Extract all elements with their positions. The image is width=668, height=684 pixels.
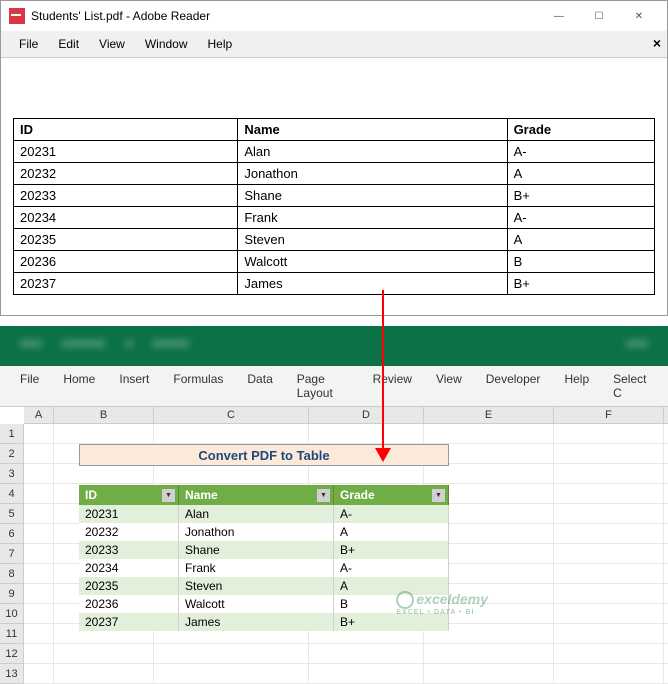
tab-review[interactable]: Review xyxy=(361,366,424,406)
row-header[interactable]: 5 xyxy=(0,504,24,524)
table-row[interactable]: 20232JonathonA xyxy=(79,523,449,541)
pdf-col-name: Name xyxy=(238,119,507,141)
pdf-table-header-row: ID Name Grade xyxy=(14,119,655,141)
adobe-menubar: File Edit View Window Help × xyxy=(1,31,667,58)
tab-select[interactable]: Select C xyxy=(601,366,660,406)
menu-window[interactable]: Window xyxy=(135,33,198,55)
row-header[interactable]: 9 xyxy=(0,584,24,604)
menu-help[interactable]: Help xyxy=(198,33,243,55)
table-row: 20232JonathonA xyxy=(14,163,655,185)
minimize-button[interactable]: — xyxy=(539,2,579,30)
tab-view[interactable]: View xyxy=(424,366,474,406)
col-header[interactable]: D xyxy=(309,407,424,423)
document-close-icon[interactable]: × xyxy=(653,35,661,51)
filter-icon[interactable]: ▼ xyxy=(317,489,330,502)
window-controls: — ☐ ✕ xyxy=(539,2,659,30)
table-row: 20237JamesB+ xyxy=(14,273,655,295)
row-header[interactable]: 4 xyxy=(0,484,24,504)
row-header[interactable]: 3 xyxy=(0,464,24,484)
tab-page-layout[interactable]: Page Layout xyxy=(285,366,361,406)
col-header[interactable]: F xyxy=(554,407,664,423)
excel-ribbon-top: ●●●●●●●●●●●●●●●●●● xyxy=(0,326,668,366)
excel-col-headers: ABCDEF xyxy=(24,407,668,424)
col-header[interactable]: C xyxy=(154,407,309,423)
row-header[interactable]: 13 xyxy=(0,664,24,684)
row-header[interactable]: 1 xyxy=(0,424,24,444)
excel-cells[interactable]: Convert PDF to Table ID▼ Name▼ Grade▼ 20… xyxy=(24,424,668,684)
menu-view[interactable]: View xyxy=(89,33,135,55)
col-header[interactable]: B xyxy=(54,407,154,423)
gear-icon xyxy=(396,591,414,609)
table-row[interactable]: 20235StevenA xyxy=(79,577,449,595)
row-header[interactable]: 2 xyxy=(0,444,24,464)
excel-table-header: ID▼ Name▼ Grade▼ xyxy=(79,485,449,505)
excel-data-table: ID▼ Name▼ Grade▼ 20231AlanA-20232Jonatho… xyxy=(79,485,449,631)
table-row[interactable]: 20231AlanA- xyxy=(79,505,449,523)
pdf-col-id: ID xyxy=(14,119,238,141)
table-row[interactable]: 20237JamesB+ xyxy=(79,613,449,631)
row-header[interactable]: 7 xyxy=(0,544,24,564)
excel-col-name[interactable]: Name▼ xyxy=(179,485,334,505)
col-header[interactable]: E xyxy=(424,407,554,423)
excel-row-headers: 12345678910111213 xyxy=(0,424,24,684)
table-row[interactable]: 20234FrankA- xyxy=(79,559,449,577)
table-row: 20236WalcottB xyxy=(14,251,655,273)
row-header[interactable]: 10 xyxy=(0,604,24,624)
tab-file[interactable]: File xyxy=(8,366,51,406)
table-row: 20235StevenA xyxy=(14,229,655,251)
col-header[interactable]: A xyxy=(24,407,54,423)
row-header[interactable]: 6 xyxy=(0,524,24,544)
title-merged-cell[interactable]: Convert PDF to Table xyxy=(79,444,449,466)
row-header[interactable]: 11 xyxy=(0,624,24,644)
arrow-head-icon xyxy=(375,448,391,462)
adobe-window-title: Students' List.pdf - Adobe Reader xyxy=(31,9,539,23)
pdf-content-area: ID Name Grade 20231AlanA-20232JonathonA2… xyxy=(1,58,667,315)
row-header[interactable]: 8 xyxy=(0,564,24,584)
close-button[interactable]: ✕ xyxy=(619,2,659,30)
tab-formulas[interactable]: Formulas xyxy=(161,366,235,406)
table-row[interactable]: 20236WalcottB xyxy=(79,595,449,613)
excel-window: ●●●●●●●●●●●●●●●●●● File Home Insert Form… xyxy=(0,326,668,684)
watermark: exceldemy EXCEL • DATA • BI xyxy=(396,591,488,616)
table-row: 20231AlanA- xyxy=(14,141,655,163)
filter-icon[interactable]: ▼ xyxy=(162,489,175,502)
excel-row-area: 12345678910111213 Convert PDF to Table I… xyxy=(0,424,668,684)
filter-icon[interactable]: ▼ xyxy=(432,489,445,502)
excel-grid-area: ABCDEF 12345678910111213 Convert PDF to … xyxy=(0,407,668,684)
maximize-button[interactable]: ☐ xyxy=(579,2,619,30)
table-row: 20234FrankA- xyxy=(14,207,655,229)
tab-insert[interactable]: Insert xyxy=(107,366,161,406)
menu-edit[interactable]: Edit xyxy=(48,33,89,55)
excel-col-id[interactable]: ID▼ xyxy=(79,485,179,505)
pdf-table: ID Name Grade 20231AlanA-20232JonathonA2… xyxy=(13,118,655,295)
adobe-app-icon xyxy=(9,8,25,24)
tab-developer[interactable]: Developer xyxy=(474,366,553,406)
excel-col-grade[interactable]: Grade▼ xyxy=(334,485,449,505)
excel-ribbon-tabs: File Home Insert Formulas Data Page Layo… xyxy=(0,366,668,407)
adobe-reader-window: Students' List.pdf - Adobe Reader — ☐ ✕ … xyxy=(0,0,668,316)
tab-help[interactable]: Help xyxy=(552,366,601,406)
excel-quickaccess-blur: ●●●●●●●●●●●●●●●●●● xyxy=(0,326,668,360)
row-header[interactable]: 12 xyxy=(0,644,24,664)
adobe-titlebar: Students' List.pdf - Adobe Reader — ☐ ✕ xyxy=(1,1,667,31)
tab-data[interactable]: Data xyxy=(235,366,284,406)
tab-home[interactable]: Home xyxy=(51,366,107,406)
menu-file[interactable]: File xyxy=(9,33,48,55)
arrow-line xyxy=(382,290,384,455)
table-row: 20233ShaneB+ xyxy=(14,185,655,207)
table-row[interactable]: 20233ShaneB+ xyxy=(79,541,449,559)
pdf-col-grade: Grade xyxy=(507,119,654,141)
